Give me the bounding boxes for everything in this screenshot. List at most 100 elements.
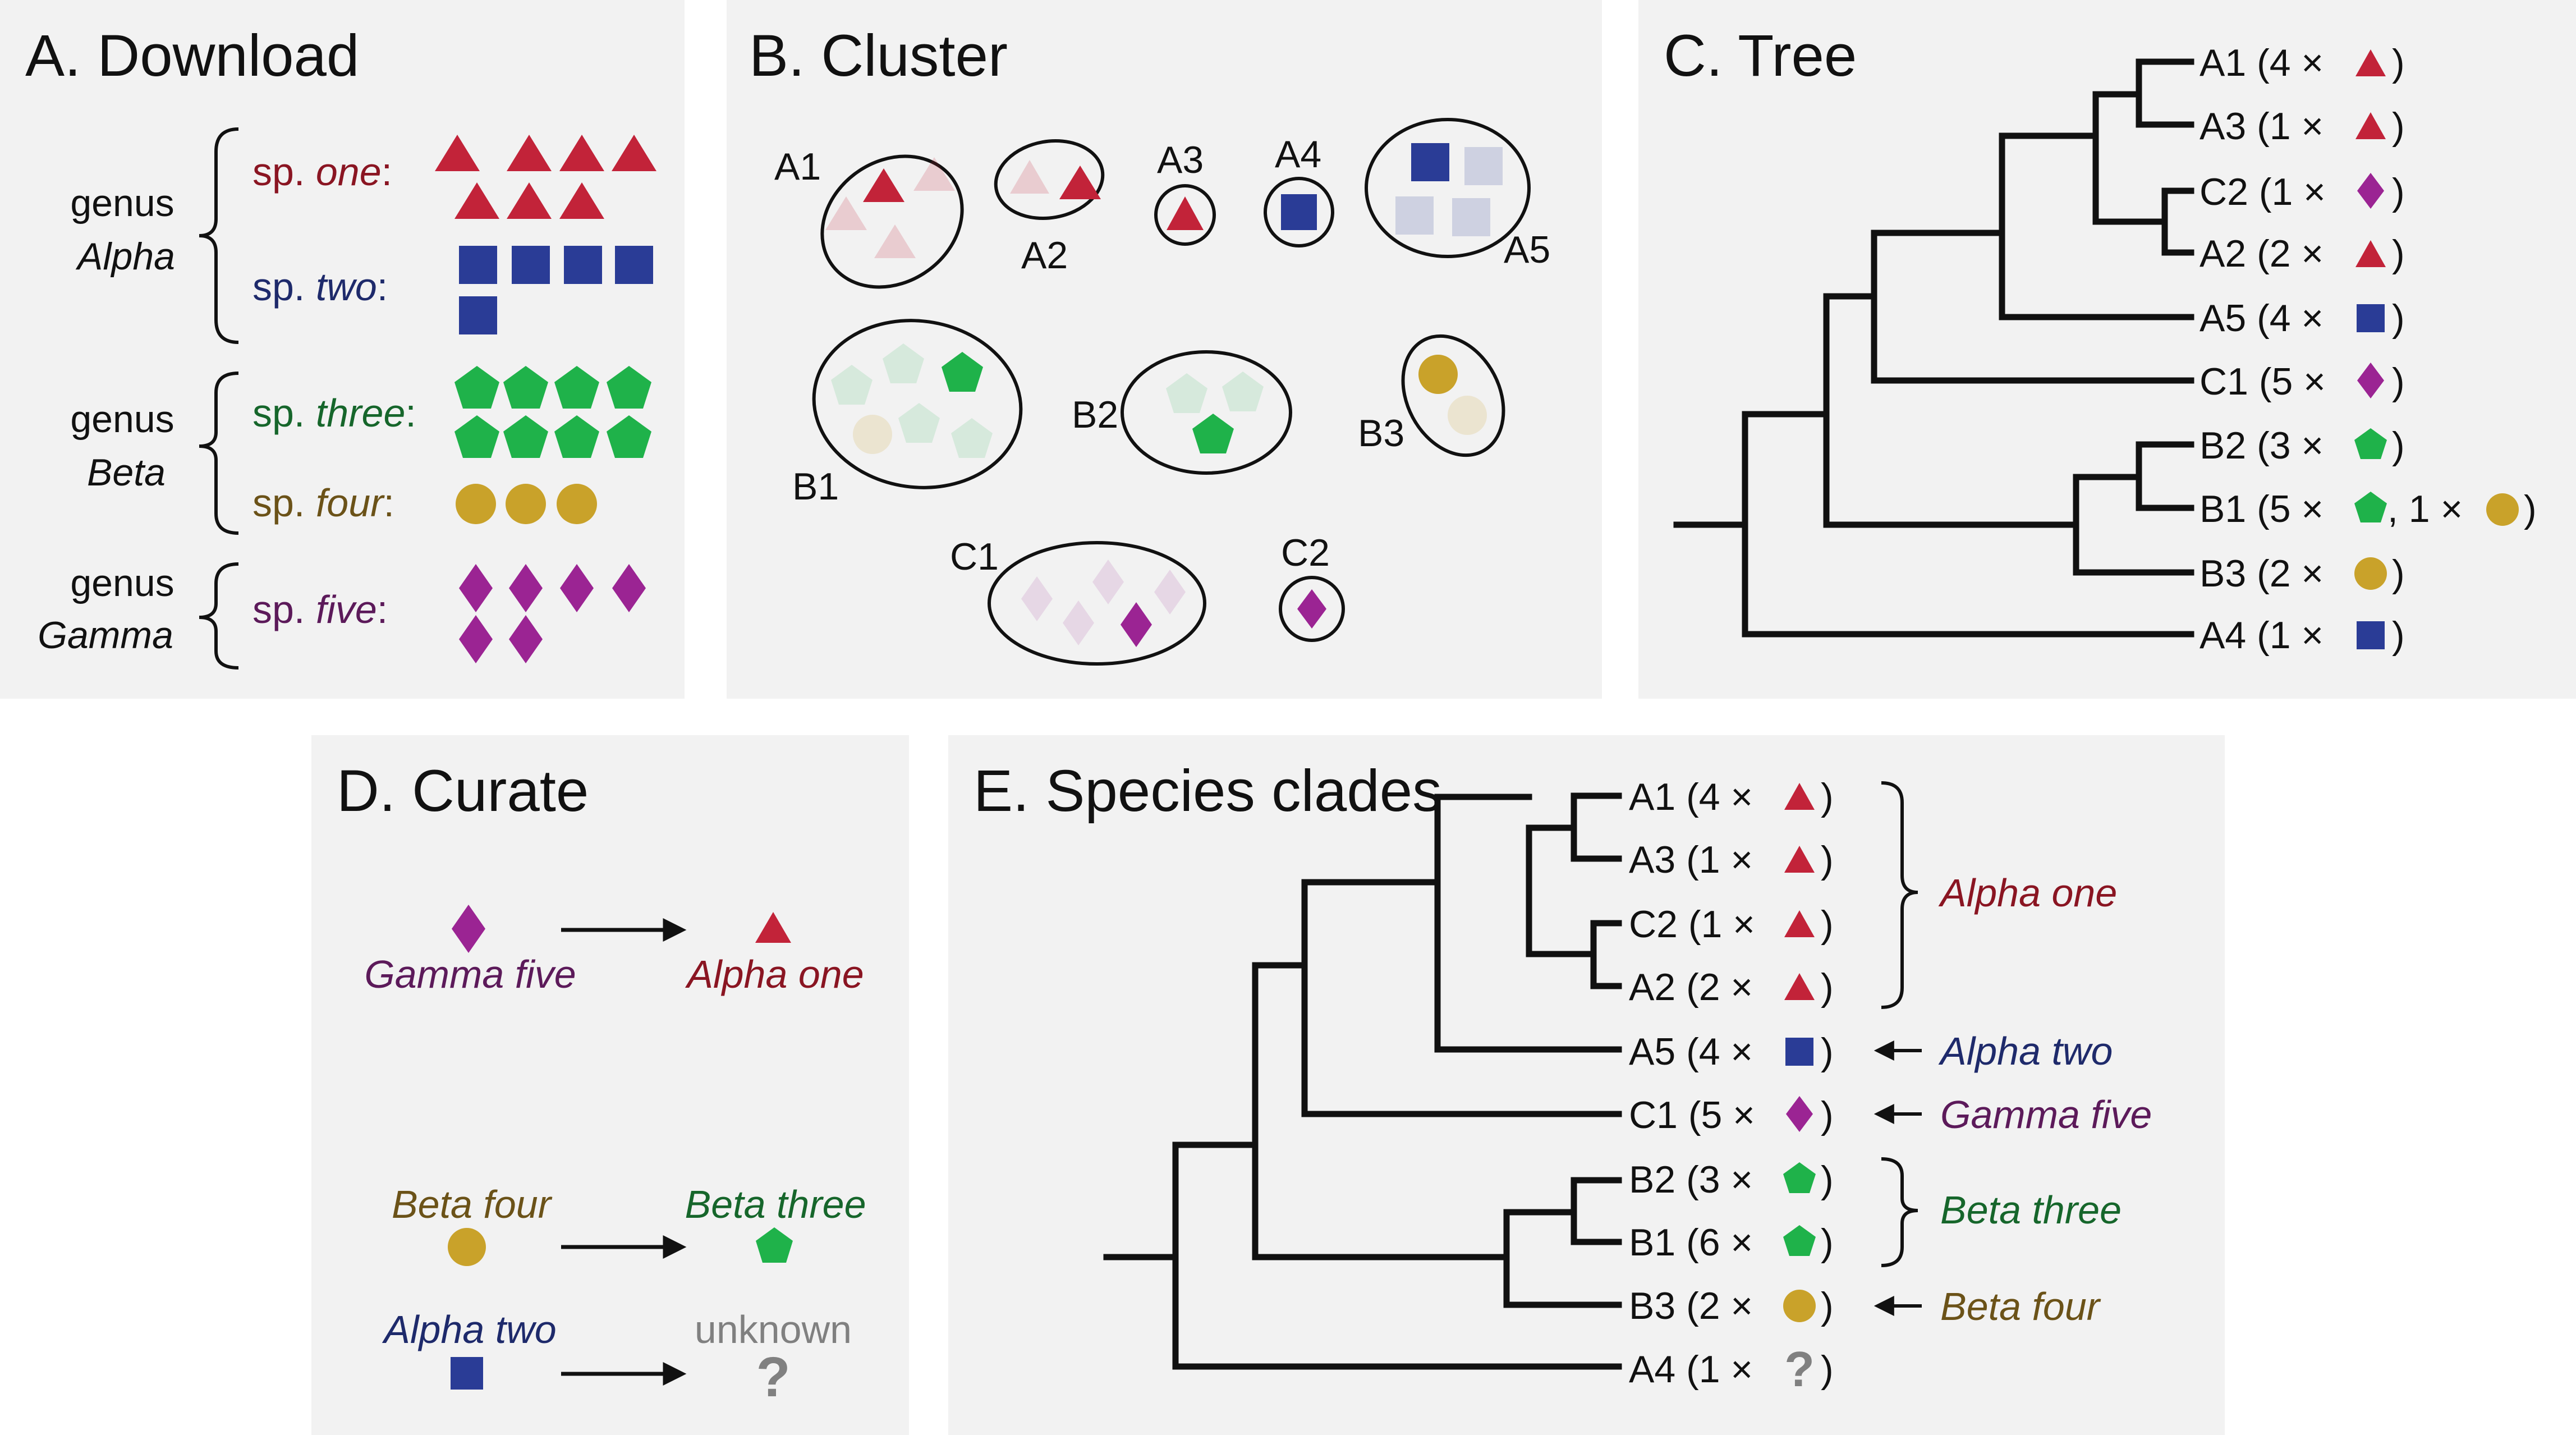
cluster-a1: A1	[774, 145, 964, 289]
circle-icon	[1783, 1290, 1816, 1322]
triangle-icon	[874, 224, 916, 258]
triangle-icon	[2355, 240, 2386, 267]
cluster-label: B2	[1072, 393, 1118, 436]
cluster-c2: C2	[1279, 531, 1345, 642]
genus-name: Gamma	[38, 614, 173, 657]
leaf-label: A1 (4 ×	[2200, 42, 2324, 84]
triangle-icon	[507, 135, 552, 171]
diamond-icon	[1121, 602, 1152, 647]
species-label: sp. three:	[252, 391, 416, 435]
clade-label: Beta four	[1940, 1285, 2101, 1328]
leaf-close: )	[2392, 360, 2405, 403]
cluster-label: C2	[1281, 531, 1330, 574]
pentagon-icon	[883, 343, 924, 383]
pentagon-icon	[942, 352, 983, 392]
diamond-icon	[560, 564, 594, 612]
triangle-icon	[825, 196, 867, 230]
square-icon	[1281, 194, 1317, 230]
tree-c-leaf-labels: A1 (4 ×) A3 (1 ×) C2 (1 ×) A2 (2 ×) A5 (…	[2200, 42, 2537, 657]
question-mark-icon: ?	[1784, 1341, 1815, 1397]
mapping-from: Alpha two	[382, 1308, 556, 1351]
cluster-label: A1	[774, 145, 821, 188]
pentagon-icon	[831, 365, 873, 405]
circle-icon	[2354, 557, 2387, 590]
pentagon-icon	[554, 366, 599, 409]
tree-branches	[1673, 58, 2194, 638]
cluster-label: C1	[950, 535, 999, 578]
leaf-close: )	[2392, 171, 2405, 213]
triangle-icon	[559, 182, 604, 219]
pentagon-icon	[951, 418, 993, 458]
genus-label: genus	[70, 182, 174, 224]
cluster-label: A5	[1504, 228, 1550, 271]
square-icon	[459, 296, 497, 334]
pentagon-icon	[898, 403, 940, 443]
triangle-icon	[1167, 196, 1204, 230]
species-four-symbols	[456, 484, 597, 524]
leaf-close: )	[2524, 488, 2537, 530]
leaf-c2: C2 (1 ×)	[2200, 171, 2405, 213]
pentagon-icon	[2354, 428, 2387, 459]
circle-icon	[853, 415, 892, 454]
leaf-close: )	[2392, 232, 2405, 275]
brace	[1881, 781, 1918, 1009]
pentagon-icon	[554, 415, 599, 458]
leaf-label: A1 (4 ×	[1629, 776, 1753, 818]
pentagon-icon	[1166, 373, 1207, 413]
triangle-icon	[1784, 910, 1815, 937]
cluster-label: A2	[1021, 234, 1068, 277]
cluster-outline	[1121, 350, 1292, 475]
species-label: sp. five:	[252, 588, 388, 631]
species-five-symbols	[459, 564, 646, 663]
cluster-outline	[1401, 334, 1505, 457]
diamond-icon	[509, 564, 543, 612]
square-icon	[564, 246, 602, 284]
cluster-b3: B3	[1358, 334, 1505, 457]
panel-e-species-clades: E. Species clades A1 (4 ×) A3 (1 ×) C2 (…	[948, 735, 2225, 1435]
leaf-close: )	[2392, 105, 2405, 148]
leaf-a1: A1 (4 ×)	[2200, 42, 2405, 84]
leaf-a4: A4 (1 ×)	[2200, 614, 2405, 657]
leaf-label: B2 (3 ×	[1629, 1158, 1753, 1201]
cluster-label: B3	[1358, 412, 1404, 455]
leaf-a1: A1 (4 ×)	[1629, 776, 1834, 818]
leaf-label: B2 (3 ×	[2200, 424, 2324, 467]
leaf-label: A2 (2 ×	[1629, 966, 1753, 1008]
cluster-outline	[820, 154, 964, 289]
triangle-icon	[1784, 973, 1815, 1000]
leaf-close: )	[1821, 1094, 1834, 1136]
triangle-icon	[2355, 112, 2386, 139]
square-icon	[1785, 1038, 1813, 1066]
triangle-icon	[1784, 846, 1815, 873]
cluster-outline	[1365, 118, 1531, 258]
square-icon	[1395, 196, 1434, 235]
pentagon-icon	[756, 1227, 793, 1263]
triangle-icon	[454, 182, 499, 219]
cluster-label: B1	[792, 465, 839, 508]
leaf-a3: A3 (1 ×)	[1629, 838, 1834, 881]
leaf-close: )	[2392, 552, 2405, 595]
pentagon-icon	[503, 415, 548, 458]
leaf-a2: A2 (2 ×)	[1629, 966, 1834, 1008]
leaf-label: A2 (2 ×	[2200, 232, 2324, 275]
panel-b-background	[727, 0, 1602, 699]
circle-icon	[448, 1228, 486, 1266]
diamond-icon	[1154, 570, 1186, 615]
leaf-b1: B1 (6 ×)	[1629, 1221, 1834, 1264]
leaf-label: B3 (2 ×	[1629, 1285, 1753, 1327]
leaf-a3: A3 (1 ×)	[2200, 105, 2405, 148]
leaf-a5: A5 (4 ×)	[2200, 297, 2405, 340]
species-label: sp. one:	[252, 150, 392, 194]
tree-branches	[1103, 792, 1622, 1370]
square-icon	[615, 246, 653, 284]
genus-name: Beta	[87, 451, 166, 494]
panel-c-tree: C. Tree A1 (4 ×) A3 (1 ×) C2 (1 ×) A2 (2…	[1638, 0, 2576, 699]
cluster-b1: B1	[792, 319, 1023, 508]
cluster-a5: A5	[1365, 118, 1550, 271]
diamond-icon	[1063, 600, 1094, 645]
leaf-close: )	[2392, 42, 2405, 84]
diamond-icon	[1297, 589, 1326, 629]
triangle-icon	[1010, 160, 1049, 194]
panel-c-background	[1638, 0, 2576, 699]
square-icon	[1411, 143, 1449, 181]
